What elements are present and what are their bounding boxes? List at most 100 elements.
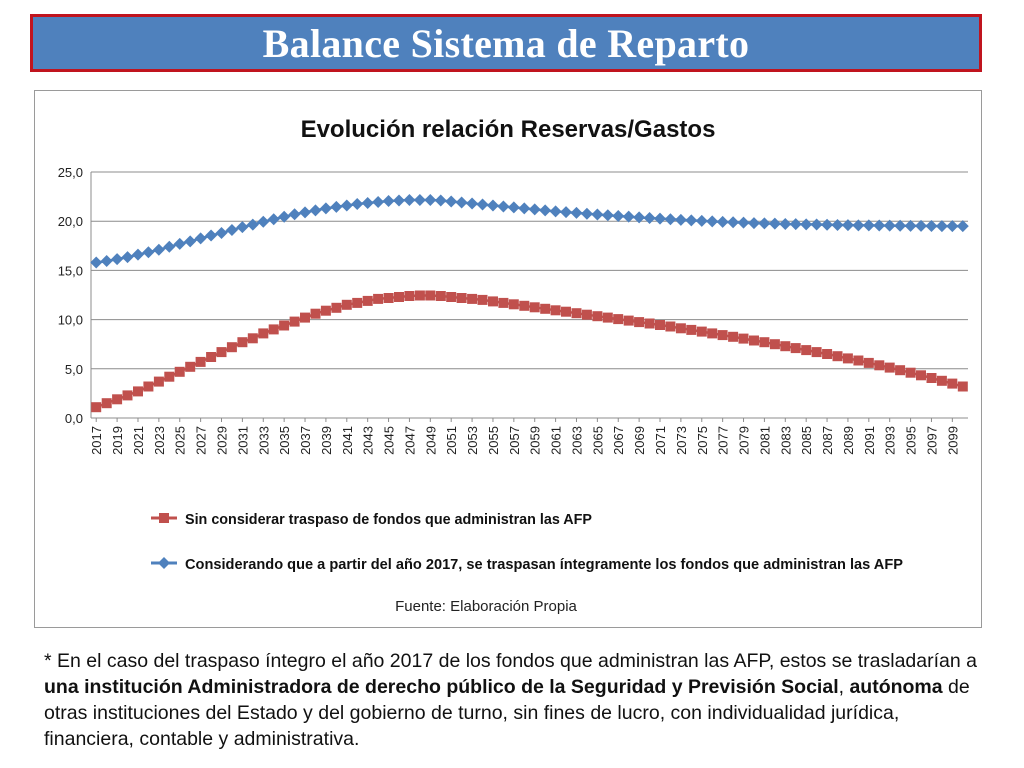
x-tick-label: 2075 (695, 426, 710, 455)
data-point (383, 293, 394, 303)
data-point (738, 333, 749, 344)
data-point (425, 290, 436, 301)
data-point (498, 297, 509, 308)
data-point (352, 297, 363, 308)
data-point (926, 373, 937, 383)
data-point (675, 323, 686, 334)
data-point (790, 343, 801, 354)
data-point (622, 210, 635, 223)
data-point (528, 203, 541, 216)
footnote: * En el caso del traspaso íntegro el año… (44, 648, 984, 752)
x-tick-label: 2099 (945, 426, 960, 455)
x-tick-label: 2089 (841, 426, 856, 455)
data-point (571, 308, 582, 319)
x-tick-label: 2065 (590, 426, 605, 455)
data-point (759, 337, 770, 348)
data-point (935, 220, 948, 233)
data-point (915, 219, 928, 232)
y-tick-label: 15,0 (58, 263, 83, 278)
data-point (142, 246, 155, 259)
data-point (340, 199, 353, 212)
data-point (236, 221, 249, 234)
data-point (394, 292, 404, 302)
chart-frame: Evolución relación Reservas/Gastos 0,0 5,… (34, 90, 982, 628)
data-point (288, 208, 301, 221)
data-point (674, 213, 687, 226)
data-point (956, 220, 969, 233)
data-point (801, 345, 812, 356)
data-point (508, 299, 519, 310)
data-point (404, 291, 415, 301)
data-point (549, 205, 562, 218)
data-point (853, 355, 864, 366)
data-point (268, 324, 279, 335)
y-tick-label: 10,0 (58, 313, 83, 328)
data-point (373, 293, 384, 304)
footnote-bold-2: autónoma (849, 676, 943, 698)
data-point (852, 219, 865, 232)
data-point (550, 305, 561, 316)
data-point (883, 219, 896, 232)
data-point (237, 337, 248, 348)
data-point (486, 199, 499, 212)
data-point (591, 208, 604, 221)
data-point (300, 312, 310, 323)
data-point (580, 207, 593, 220)
x-tick-label: 2095 (904, 426, 919, 455)
data-point (247, 333, 258, 344)
x-tick-label: 2083 (778, 426, 793, 455)
x-tick-label: 2035 (277, 426, 292, 455)
series-layer (90, 194, 969, 413)
data-point (706, 215, 719, 228)
data-point (267, 213, 280, 226)
x-tick-label: 2031 (235, 426, 250, 455)
data-point (841, 219, 854, 232)
footnote-bold-1: una institución Administradora de derech… (44, 676, 839, 698)
data-point (205, 229, 218, 242)
x-tick-label: 2081 (757, 426, 772, 455)
data-point (372, 196, 385, 209)
data-point (529, 302, 540, 313)
data-point (686, 324, 697, 335)
x-tick-label: 2023 (152, 426, 167, 455)
data-point (655, 320, 665, 330)
data-point (341, 299, 352, 310)
data-point (174, 366, 185, 377)
data-point (561, 306, 571, 317)
footnote-text-3: de otras instituciones del Estado y del … (44, 676, 970, 750)
data-point (435, 291, 446, 301)
data-point (612, 209, 625, 222)
x-tick-label: 2047 (402, 426, 417, 455)
data-point (633, 211, 646, 224)
data-point (601, 209, 614, 222)
data-point (100, 255, 113, 268)
data-point (747, 217, 760, 230)
y-tick-label: 0,0 (65, 411, 83, 426)
data-point (539, 204, 552, 217)
data-point (727, 216, 740, 229)
data-point (185, 361, 196, 372)
x-tick-label: 2053 (465, 426, 480, 455)
data-point (957, 381, 968, 392)
data-point (289, 316, 300, 327)
data-point (946, 220, 959, 233)
data-point (319, 202, 332, 215)
data-point (257, 215, 270, 228)
x-tick-label: 2059 (528, 426, 543, 455)
data-point (226, 342, 237, 353)
y-tick-label: 5,0 (65, 362, 83, 377)
data-point (278, 210, 291, 223)
x-tick-label: 2061 (549, 426, 564, 455)
data-point (153, 376, 164, 387)
data-point (749, 335, 759, 346)
data-point (737, 216, 750, 229)
data-point (768, 217, 781, 230)
data-point (570, 206, 583, 219)
data-point (164, 371, 175, 382)
data-point (331, 302, 342, 313)
data-point (716, 215, 729, 228)
legend-label-con-traspaso: Considerando que a partir del año 2017, … (185, 557, 903, 573)
data-point (728, 331, 739, 342)
data-point (131, 248, 144, 261)
data-point (581, 309, 592, 320)
